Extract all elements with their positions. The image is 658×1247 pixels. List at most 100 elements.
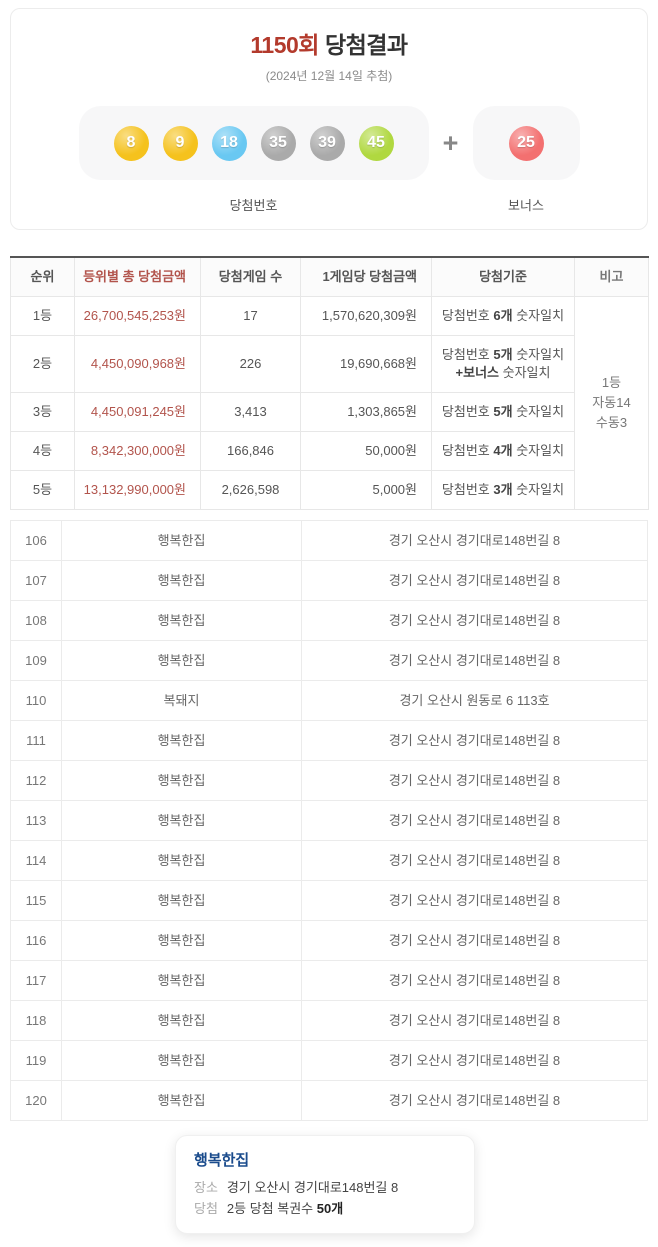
criteria-cell: 당첨번호 6개 숫자일치 [431,296,575,336]
note-cell: 1등 자동14 수동3 [574,296,649,510]
store-address-cell: 경기 오산시 경기대로148번길 8 [301,720,648,761]
prize-table-section: 순위 등위별 총 당첨금액 당첨게임 수 1게임당 당첨금액 당첨기준 비고 1… [10,256,649,510]
criteria-cell: 당첨번호 4개 숫자일치 [431,431,575,471]
store-name-cell: 행복한집 [61,1080,302,1121]
store-address-cell: 경기 오산시 경기대로148번길 8 [301,640,648,681]
games-count-cell: 17 [200,296,301,336]
store-row[interactable]: 116 행복한집 경기 오산시 경기대로148번길 8 [10,920,648,961]
store-no-cell: 111 [10,720,62,761]
header-per-game: 1게임당 당첨금액 [300,257,432,297]
prize-row: 1등 26,700,545,253원 17 1,570,620,309원 당첨번호 6개… [10,296,649,510]
winning-balls-box: 8 9 18 35 39 45 [78,106,429,180]
store-address-cell: 경기 오산시 경기대로148번길 8 [301,1080,648,1121]
store-name-cell: 행복한집 [61,600,302,641]
store-name-cell: 행복한집 [61,720,302,761]
store-row[interactable]: 112 행복한집 경기 오산시 경기대로148번길 8 [10,760,648,801]
store-no-cell: 108 [10,600,62,641]
store-name-cell: 행복한집 [61,960,302,1001]
tooltip-win-value-pre: 2등 당첨 복권수 [226,1201,314,1216]
store-row[interactable]: 108 행복한집 경기 오산시 경기대로148번길 8 [10,600,648,641]
store-address-cell: 경기 오산시 원동로 6 113호 [301,680,648,721]
store-name-cell: 행복한집 [61,840,302,881]
prize-header-row: 순위 등위별 총 당첨금액 당첨게임 수 1게임당 당첨금액 당첨기준 비고 [10,257,649,297]
store-row[interactable]: 120 행복한집 경기 오산시 경기대로148번길 8 [10,1080,648,1121]
store-address-cell: 경기 오산시 경기대로148번길 8 [301,880,648,921]
per-game-amount-cell: 1,570,620,309원 [300,296,432,336]
store-address-cell: 경기 오산시 경기대로148번길 8 [301,800,648,841]
per-game-amount-cell: 1,303,865원 [300,392,432,432]
store-no-cell: 106 [10,520,62,561]
winning-numbers-label: 당첨번호 [229,198,278,213]
bonus-label: 보너스 [508,198,544,213]
store-no-cell: 107 [10,560,62,601]
tooltip-place-label: 장소 [194,1180,218,1195]
store-row[interactable]: 117 행복한집 경기 오산시 경기대로148번길 8 [10,960,648,1001]
header-total: 등위별 총 당첨금액 [74,257,201,297]
bonus-ball-box: 25 [472,106,580,180]
tooltip-place-row: 장소 경기 오산시 경기대로148번길 8 [194,1177,456,1198]
criteria-line2: +보너스 숫자일치 [455,365,551,380]
store-name-cell: 행복한집 [61,1040,302,1081]
store-no-cell: 119 [10,1040,62,1081]
games-count-cell: 166,846 [200,431,301,471]
total-amount-cell: 4,450,091,245원 [74,392,201,432]
tooltip-win-count: 50개 [316,1201,344,1216]
plus-sign: + [442,128,459,158]
store-row[interactable]: 106 행복한집 경기 오산시 경기대로148번길 8 [10,520,648,561]
lotto-ball: 9 [162,125,198,161]
store-row[interactable]: 110 복돼지 경기 오산시 원동로 6 113호 [10,680,648,721]
store-row[interactable]: 119 행복한집 경기 오산시 경기대로148번길 8 [10,1040,648,1081]
page-title: 1150회 당첨결과 [11,9,647,60]
store-no-cell: 113 [10,800,62,841]
header-games: 당첨게임 수 [200,257,301,297]
lotto-ball: 45 [358,125,394,161]
lotto-ball: 18 [211,125,247,161]
tooltip-store-name: 행복한집 [194,1152,250,1169]
games-count-cell: 3,413 [200,392,301,432]
store-name-cell: 행복한집 [61,800,302,841]
store-name-cell: 행복한집 [61,640,302,681]
tooltip-win-label: 당첨 [194,1201,218,1216]
tooltip-win-row: 당첨 2등 당첨 복권수 50개 [194,1198,456,1219]
lotto-ball: 39 [309,125,345,161]
prize-row: 4등 8,342,300,000원 166,846 50,000원 당첨번호 4개 숫자… [10,431,649,471]
prize-row: 5등 13,132,990,000원 2,626,598 5,000원 당첨번호 3개 … [10,470,649,510]
store-name-cell: 행복한집 [61,560,302,601]
store-no-cell: 114 [10,840,62,881]
store-row[interactable]: 111 행복한집 경기 오산시 경기대로148번길 8 [10,720,648,761]
criteria-cell: 당첨번호 5개 숫자일치 +보너스 숫자일치 [431,335,575,393]
draw-date: (2024년 12월 14일 추첨) [265,69,393,83]
store-address-cell: 경기 오산시 경기대로148번길 8 [301,960,648,1001]
store-address-cell: 경기 오산시 경기대로148번길 8 [301,520,648,561]
draw-round: 1150회 [250,32,319,58]
store-name-cell: 행복한집 [61,520,302,561]
rank-cell: 1등 [10,296,75,336]
prize-row: 2등 4,450,090,968원 226 19,690,668원 당첨번호 5개 숫자… [10,335,649,393]
store-row[interactable]: 107 행복한집 경기 오산시 경기대로148번길 8 [10,560,648,601]
tooltip-place-value: 경기 오산시 경기대로148번길 8 [226,1180,399,1195]
store-row[interactable]: 115 행복한집 경기 오산시 경기대로148번길 8 [10,880,648,921]
total-amount-cell: 26,700,545,253원 [74,296,201,336]
rank-cell: 2등 [10,335,75,393]
rank-cell: 3등 [10,392,75,432]
lotto-ball: 35 [260,125,296,161]
header-criteria: 당첨기준 [431,257,575,297]
store-row[interactable]: 114 행복한집 경기 오산시 경기대로148번길 8 [10,840,648,881]
games-count-cell: 2,626,598 [200,470,301,510]
store-no-cell: 120 [10,1080,62,1121]
store-address-cell: 경기 오산시 경기대로148번길 8 [301,920,648,961]
total-amount-cell: 13,132,990,000원 [74,470,201,510]
store-row[interactable]: 118 행복한집 경기 오산시 경기대로148번길 8 [10,1000,648,1041]
store-table-section: 106 행복한집 경기 오산시 경기대로148번길 8 107 행복한집 경기 오산시 경… [10,520,648,1121]
store-name-cell: 행복한집 [61,880,302,921]
bonus-ball: 25 [508,125,544,161]
store-row[interactable]: 109 행복한집 경기 오산시 경기대로148번길 8 [10,640,648,681]
store-name-cell: 행복한집 [61,760,302,801]
total-amount-cell: 4,450,090,968원 [74,335,201,393]
per-game-amount-cell: 50,000원 [300,431,432,471]
lotto-ball: 8 [113,125,149,161]
store-no-cell: 112 [10,760,62,801]
store-no-cell: 117 [10,960,62,1001]
store-no-cell: 118 [10,1000,62,1041]
store-row[interactable]: 113 행복한집 경기 오산시 경기대로148번길 8 [10,800,648,841]
